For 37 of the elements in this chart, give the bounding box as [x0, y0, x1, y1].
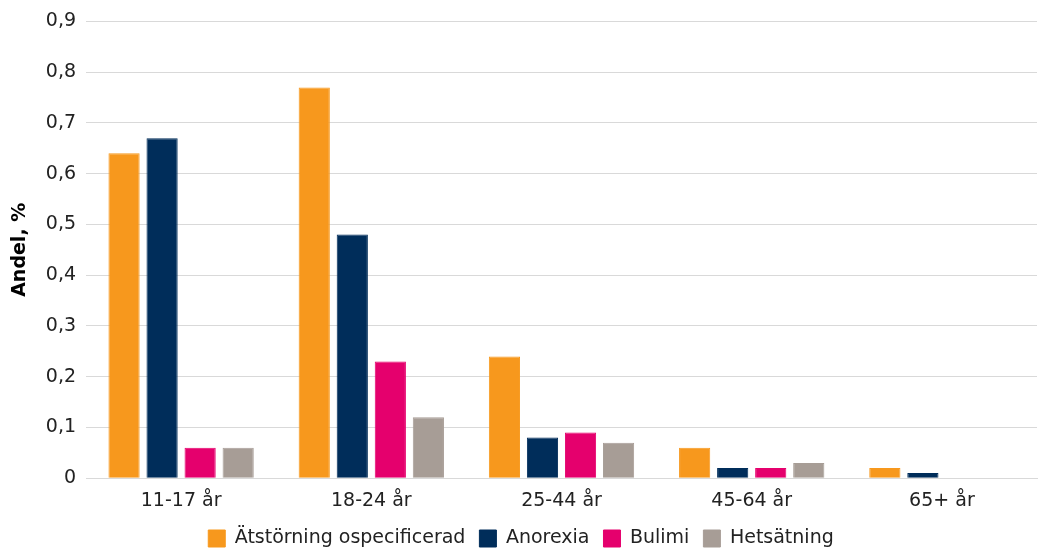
bar — [717, 468, 749, 478]
y-tick-label: 0,7 — [45, 109, 77, 132]
bar — [602, 442, 635, 478]
legend-label: Hetsätning — [729, 525, 834, 548]
legend-label: Ätstörning ospecificerad — [234, 525, 466, 548]
y-tick-label: 0 — [63, 465, 77, 488]
y-axis-title: Andel, % — [7, 202, 30, 297]
bar — [374, 361, 406, 478]
bar — [412, 417, 444, 478]
y-tick-label: 0,4 — [45, 262, 77, 285]
y-tick-label: 0,3 — [45, 312, 77, 335]
bar — [564, 432, 597, 478]
x-tick-label: 45-64 år — [711, 487, 793, 510]
x-tick-label: 11-17 år — [140, 487, 222, 510]
legend-label: Anorexia — [505, 525, 590, 548]
bar — [526, 437, 559, 478]
bar — [222, 447, 254, 478]
bar — [108, 153, 140, 478]
bar — [146, 138, 178, 478]
bar — [184, 447, 216, 478]
bar — [679, 447, 711, 478]
y-tick-label: 0,5 — [45, 211, 77, 234]
bar — [793, 462, 825, 478]
bar — [488, 356, 521, 478]
y-tick-label: 0,6 — [45, 160, 77, 183]
x-tick-label: 65+ år — [909, 487, 975, 510]
bar — [755, 468, 787, 478]
bar — [869, 468, 901, 478]
y-tick-label: 0,1 — [45, 414, 77, 437]
bar — [336, 234, 368, 478]
x-tick-label: 25-44 år — [521, 487, 603, 510]
y-tick-label: 0,9 — [45, 8, 77, 31]
y-tick-label: 0,8 — [45, 59, 77, 82]
y-tick-label: 0,2 — [45, 363, 77, 386]
bar — [298, 87, 330, 478]
legend-label: Bulimi — [629, 525, 690, 548]
x-tick-label: 18-24 år — [330, 487, 412, 510]
